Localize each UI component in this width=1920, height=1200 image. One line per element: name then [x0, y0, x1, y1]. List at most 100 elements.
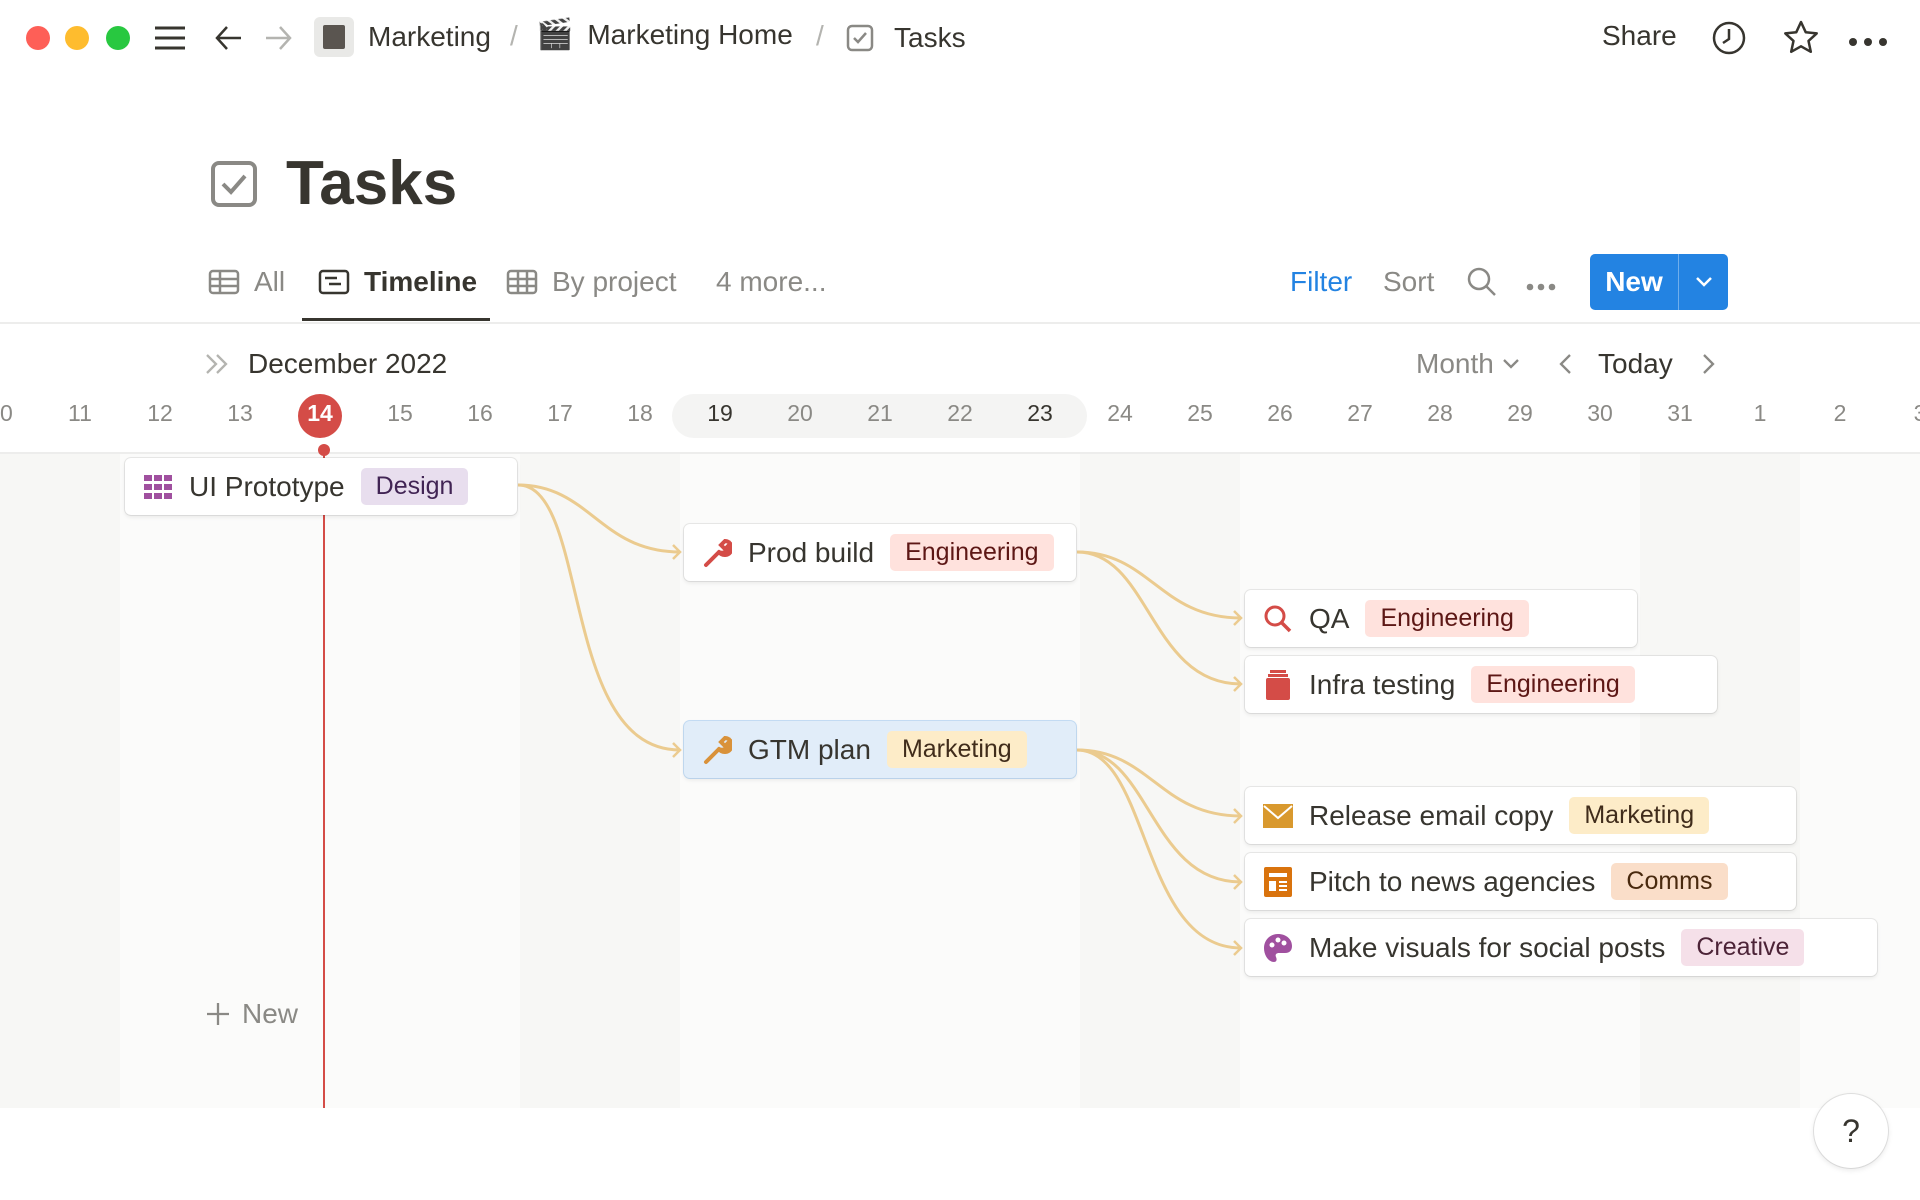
task-name: QA — [1309, 602, 1350, 634]
dependency-arrow — [1076, 550, 1243, 626]
help-label: ? — [1842, 1112, 1860, 1149]
add-new-label: New — [242, 998, 299, 1029]
dependency-arrow — [1076, 748, 1243, 824]
forward-arrow-icon[interactable] — [262, 22, 294, 59]
help-button[interactable]: ? — [1814, 1094, 1888, 1168]
task-card-prod-build[interactable]: Prod build Engineering — [684, 524, 1076, 581]
scale-dropdown[interactable]: Month — [1416, 348, 1520, 380]
close-window-button[interactable] — [26, 26, 50, 50]
weekend-column — [1640, 454, 1800, 1108]
day-label: 16 — [467, 400, 493, 426]
zoom-window-button[interactable] — [106, 26, 130, 50]
day-label: 26 — [1267, 400, 1293, 426]
menu-icon[interactable] — [152, 22, 188, 54]
collapse-sidebar-icon[interactable] — [204, 352, 230, 381]
task-name: Infra testing — [1309, 668, 1456, 700]
tab-timeline[interactable]: Timeline — [318, 266, 477, 298]
breadcrumb-marketing-home[interactable]: 🎬 Marketing Home — [536, 17, 793, 52]
tab-label: By project — [552, 266, 677, 297]
breadcrumb-marketing[interactable]: Marketing — [314, 17, 491, 57]
divider — [0, 322, 1920, 324]
tag-badge: Comms — [1611, 863, 1728, 900]
task-card-pitch-to-news-agencies[interactable]: Pitch to news agencies Comms — [1245, 853, 1796, 910]
day-label: 11 — [68, 400, 92, 426]
search-icon[interactable] — [1466, 266, 1498, 303]
day-label: 22 — [947, 400, 973, 426]
next-period-icon[interactable] — [1700, 352, 1716, 381]
day-label: 24 — [1107, 400, 1133, 426]
task-card-ui-prototype[interactable]: UI Prototype Design — [125, 458, 517, 515]
task-name: GTM plan — [748, 733, 871, 765]
envelope-icon — [1263, 801, 1293, 831]
magnifier-icon — [1263, 604, 1293, 634]
share-button[interactable]: Share — [1602, 20, 1677, 51]
day-label: 15 — [387, 400, 413, 426]
checkbox-icon — [846, 24, 874, 52]
new-button[interactable]: New — [1590, 254, 1728, 310]
today-line — [323, 450, 325, 1108]
clock-icon[interactable] — [1711, 20, 1747, 61]
day-label: 21 — [867, 400, 893, 426]
chevron-down-icon[interactable] — [1679, 276, 1728, 288]
day-label: 29 — [1507, 400, 1533, 426]
day-label: 31 — [1667, 400, 1693, 426]
day-label: 14 — [307, 400, 333, 426]
day-label: 10 — [0, 400, 13, 426]
add-new-task-button[interactable]: New — [206, 998, 298, 1030]
breadcrumb-tasks[interactable]: Tasks — [846, 22, 966, 54]
weekend-column — [1080, 454, 1240, 1108]
task-name: Make visuals for social posts — [1309, 931, 1666, 963]
task-name: Release email copy — [1309, 799, 1554, 831]
day-label: 18 — [627, 400, 653, 426]
breadcrumb-label: Marketing — [368, 21, 491, 52]
view-more-icon[interactable] — [1526, 278, 1556, 296]
today-button[interactable]: Today — [1598, 348, 1673, 379]
day-label: 13 — [227, 400, 253, 426]
breadcrumb-separator: / — [816, 20, 824, 51]
tab-more-views[interactable]: 4 more... — [716, 266, 826, 298]
tab-by-project[interactable]: By project — [506, 266, 677, 298]
task-card-qa[interactable]: QA Engineering — [1245, 590, 1637, 647]
today-line-dot — [318, 444, 330, 456]
day-label: 25 — [1187, 400, 1213, 426]
tag-badge: Engineering — [1365, 600, 1529, 637]
checkbox-icon — [211, 161, 257, 207]
tab-label: 4 more... — [716, 266, 827, 297]
newspaper-icon — [1263, 866, 1293, 897]
star-icon[interactable] — [1782, 19, 1820, 62]
scale-label: Month — [1416, 348, 1494, 379]
month-label: December 2022 — [248, 348, 448, 379]
bin-icon — [1263, 669, 1293, 700]
grid-icon — [143, 472, 173, 502]
clapper-emoji-icon: 🎬 — [536, 18, 574, 51]
dependency-arrow — [517, 483, 682, 560]
breadcrumb-separator: / — [510, 20, 518, 51]
previous-period-icon[interactable] — [1558, 352, 1574, 381]
back-arrow-icon[interactable] — [213, 22, 245, 59]
active-tab-underline — [302, 318, 490, 321]
day-label: 17 — [547, 400, 573, 426]
wrench-icon — [702, 538, 732, 568]
filter-button[interactable]: Filter — [1290, 266, 1353, 297]
tag-badge: Marketing — [1569, 797, 1710, 834]
more-icon[interactable] — [1848, 34, 1888, 52]
day-label: 30 — [1587, 400, 1613, 426]
task-card-release-email-copy[interactable]: Release email copy Marketing — [1245, 787, 1796, 844]
task-card-infra-testing[interactable]: Infra testing Engineering — [1245, 656, 1717, 713]
tab-all[interactable]: All — [208, 266, 285, 298]
sort-button[interactable]: Sort — [1383, 266, 1435, 297]
dependency-arrow — [517, 483, 682, 758]
breadcrumb-label: Tasks — [894, 22, 966, 53]
day-label: 3 — [1913, 400, 1920, 426]
minimize-window-button[interactable] — [65, 26, 89, 50]
divider — [0, 452, 1920, 454]
task-card-make-visuals[interactable]: Make visuals for social posts Creative — [1245, 919, 1877, 976]
dependency-arrow — [1076, 748, 1243, 956]
page-icon[interactable] — [210, 160, 258, 213]
tag-badge: Engineering — [890, 534, 1054, 571]
plus-icon — [207, 1003, 229, 1025]
tag-badge: Design — [360, 468, 469, 505]
task-name: Pitch to news agencies — [1309, 865, 1596, 897]
task-card-gtm-plan[interactable]: GTM plan Marketing — [684, 721, 1076, 778]
